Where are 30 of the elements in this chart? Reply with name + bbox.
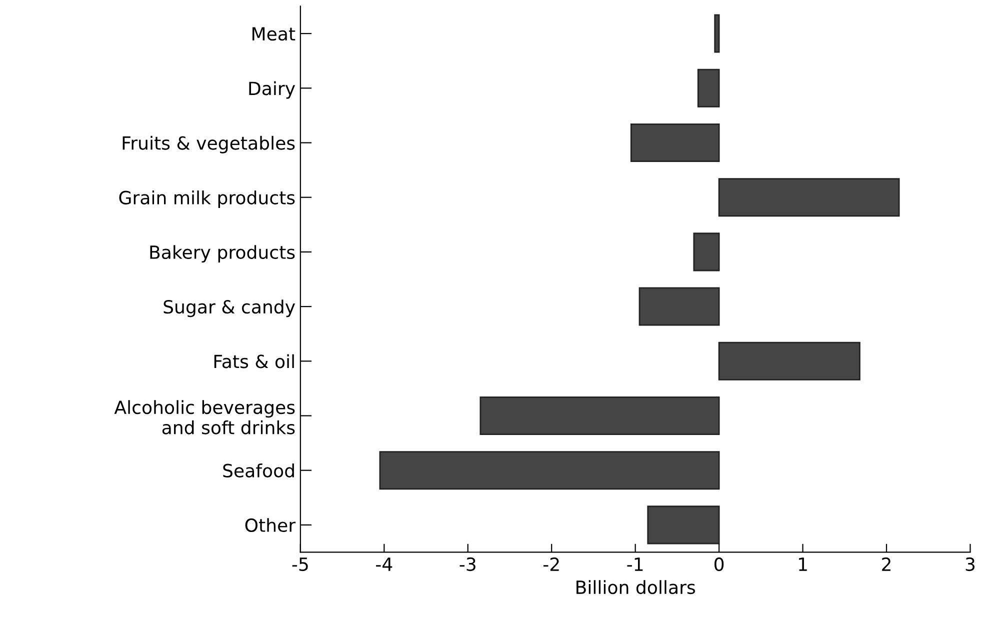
x-tick-label: 2 — [882, 557, 890, 571]
x-tick-label: -5 — [292, 558, 308, 572]
x-tick-label: 0 — [714, 557, 724, 572]
y-tick-label: Other — [245, 518, 296, 532]
bar — [697, 68, 720, 108]
y-tick-label: Alcoholic beverages and soft drinks — [114, 400, 295, 434]
x-tick-label: 3 — [966, 557, 975, 572]
x-tick-label: 1 — [799, 558, 807, 571]
bar — [718, 178, 900, 217]
bar — [638, 287, 720, 326]
bar — [647, 506, 720, 544]
x-axis-title: Billion dollars — [576, 580, 696, 594]
bar — [718, 342, 860, 380]
x-tick-label: -2 — [543, 557, 559, 571]
y-tick-label: Dairy — [249, 81, 296, 99]
bar — [714, 14, 720, 53]
y-tick-label: Sugar & candy — [164, 300, 296, 318]
bar — [480, 396, 720, 435]
bar — [630, 123, 720, 162]
y-tick-label: Meat — [252, 27, 296, 41]
x-tick-label: -1 — [627, 558, 643, 571]
bar — [693, 232, 720, 272]
y-tick-label: Grain milk products — [119, 190, 295, 208]
y-tick-label: Bakery products — [150, 245, 295, 263]
x-tick-label: -3 — [460, 557, 476, 572]
y-tick-label: Seafood — [223, 463, 294, 478]
y-tick-label: Fruits & vegetables — [122, 136, 295, 154]
y-tick-label: Fats & oil — [214, 354, 294, 368]
x-tick-label: -4 — [376, 558, 392, 571]
bar — [379, 451, 720, 490]
